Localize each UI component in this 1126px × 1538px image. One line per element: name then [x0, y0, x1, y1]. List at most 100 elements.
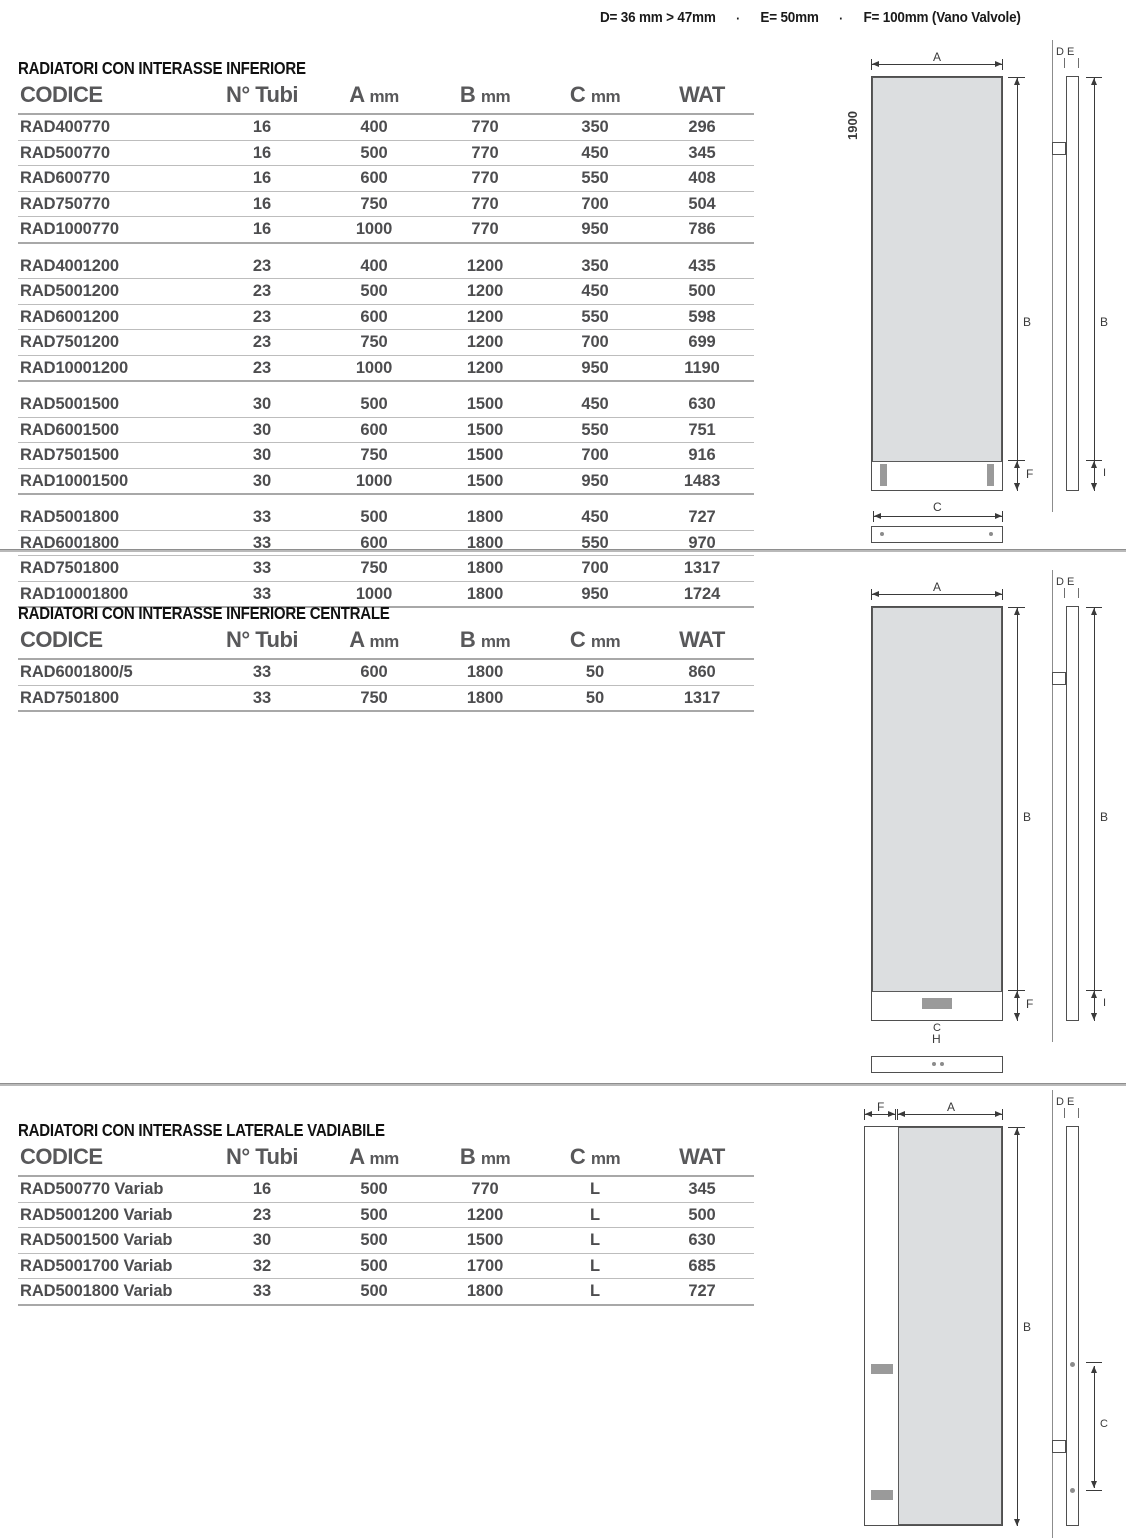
drawing3-dim-f-arrow-right — [888, 1111, 895, 1117]
cell-b: 1200 — [466, 307, 504, 326]
drawing1-bracket-hole-left — [880, 532, 884, 536]
cell-a: 750 — [360, 333, 388, 351]
cell-b: 1800 — [466, 508, 504, 526]
cell-a: 500 — [360, 1231, 388, 1249]
drawing3-side-dim-c-line — [1094, 1366, 1095, 1488]
spec-table-inferiore: CODICE N° Tubi A mm B mm C mm WAT RAD400… — [18, 82, 754, 608]
drawing1-dim-b-arrow-up — [1014, 78, 1020, 85]
cell-tubi: 23 — [252, 333, 272, 351]
cell-a: 600 — [360, 533, 388, 552]
drawing2-bracket-hole-right — [940, 1062, 944, 1066]
cell-code: RAD10001200 — [20, 358, 129, 377]
cell-wat: 296 — [688, 118, 716, 136]
table-row: RAD10001800 33 1000 1800 950 1724 — [18, 581, 754, 607]
cell-code: RAD7501500 — [20, 446, 119, 464]
drawing2-label-b-front: B — [1023, 810, 1032, 824]
cell-code: RAD5001800 — [20, 508, 119, 526]
column-header-codice: CODICE — [20, 82, 103, 107]
drawing3-side-dim-c-tick-bottom — [1086, 1490, 1102, 1491]
cell-wat: 1317 — [683, 688, 721, 707]
table-row: RAD6001800 33 600 1800 550 970 — [18, 530, 754, 556]
drawing1-dim-a-arrow-left — [872, 61, 879, 67]
cell-c: 550 — [581, 420, 609, 439]
cell-code: RAD6001800 — [20, 533, 119, 552]
cell-wat: 786 — [688, 220, 716, 238]
cell-tubi: 16 — [252, 143, 272, 162]
cell-a: 400 — [360, 118, 388, 136]
cell-b: 1200 — [466, 256, 504, 275]
drawing1-height-label: 1900 — [844, 111, 860, 140]
cell-c: 450 — [581, 282, 609, 300]
cell-code: RAD750770 — [20, 194, 110, 213]
column-header-tubi: N° Tubi — [225, 82, 299, 107]
column-header-codice: CODICE — [20, 1144, 103, 1169]
column-header-a: A mm — [349, 82, 399, 107]
drawing2-label-c: C — [933, 1022, 941, 1034]
column-header-codice: CODICE — [20, 627, 103, 652]
drawing1-side-tick-d — [1064, 58, 1065, 68]
cell-a: 500 — [360, 1180, 388, 1198]
cell-code: RAD5001500 — [20, 395, 119, 413]
cell-tubi: 16 — [252, 194, 272, 213]
cell-wat: 699 — [688, 333, 716, 351]
cell-b: 770 — [471, 169, 499, 187]
cell-b: 1800 — [466, 688, 504, 707]
column-header-wat: WAT — [679, 1144, 725, 1169]
cell-code: RAD6001500 — [20, 420, 119, 439]
drawing1-label-b-side: B — [1100, 315, 1109, 329]
cell-a: 500 — [360, 1205, 388, 1224]
cell-wat: 408 — [688, 169, 716, 187]
table-row: RAD750770 16 750 770 700 504 — [18, 191, 754, 217]
drawing1-bottom-bracket — [871, 526, 1003, 543]
cell-wat: 435 — [688, 256, 716, 275]
cell-tubi: 30 — [252, 446, 272, 464]
group-spacer — [18, 243, 754, 254]
cell-a: 750 — [360, 559, 388, 577]
cell-c: 550 — [581, 169, 609, 187]
column-header-a: A mm — [349, 1144, 399, 1169]
cell-code: RAD5001500 Variab — [20, 1231, 173, 1249]
drawing1-dim-c-line — [874, 516, 1002, 517]
column-header-b: B mm — [459, 82, 511, 107]
drawing3-connector-top — [871, 1364, 893, 1374]
table-row: RAD7501500 30 750 1500 700 916 — [18, 443, 754, 468]
drawing3-label-e: E — [1067, 1096, 1075, 1108]
cell-c: 550 — [581, 307, 609, 326]
drawing1-dim-c-arrow-left — [874, 513, 881, 519]
drawing2-dim-b-line — [1017, 608, 1018, 1020]
table-row: RAD5001200 Variab 23 500 1200 L 500 — [18, 1202, 754, 1228]
table-row: RAD5001500 30 500 1500 450 630 — [18, 392, 754, 417]
cell-wat: 970 — [688, 533, 716, 552]
group-spacer — [18, 381, 754, 392]
cell-a: 500 — [360, 1256, 388, 1275]
cell-b: 1500 — [466, 420, 504, 439]
column-header-c: C mm — [569, 1144, 621, 1169]
drawing3-dim-a-arrow-right — [995, 1111, 1002, 1117]
cell-code: RAD10001800 — [20, 584, 129, 603]
cell-a: 600 — [360, 420, 388, 439]
drawing2-side-tick-e — [1078, 588, 1079, 598]
cell-wat: 1190 — [684, 358, 720, 377]
drawing1-side-outline — [1066, 76, 1079, 491]
cell-c: 700 — [581, 333, 609, 351]
cell-tubi: 33 — [252, 688, 272, 707]
cell-wat: 500 — [688, 1205, 716, 1224]
cell-wat: 916 — [688, 446, 716, 464]
cell-code: RAD500770 — [20, 143, 110, 162]
drawing1-dim-f-arrow-up — [1014, 461, 1020, 468]
drawing1-dim-a-arrow-right — [995, 61, 1002, 67]
drawing2-dim-a-line — [872, 594, 1002, 595]
cell-b: 770 — [471, 194, 499, 213]
cell-c: 700 — [581, 559, 609, 577]
cell-c: 950 — [581, 220, 609, 238]
drawing3-label-c-side: C — [1100, 1418, 1108, 1430]
drawing2-dim-f-line — [1017, 990, 1018, 1021]
table-row: RAD5001800 Variab 33 500 1800 L 727 — [18, 1279, 754, 1305]
cell-c: 50 — [585, 663, 605, 681]
drawing1-dim-c-tick-right — [1002, 511, 1003, 522]
cell-tubi: 33 — [252, 559, 272, 577]
drawing1-side-dim-i-line — [1094, 460, 1095, 491]
cell-tubi: 16 — [252, 118, 272, 136]
cell-tubi: 16 — [252, 220, 272, 238]
